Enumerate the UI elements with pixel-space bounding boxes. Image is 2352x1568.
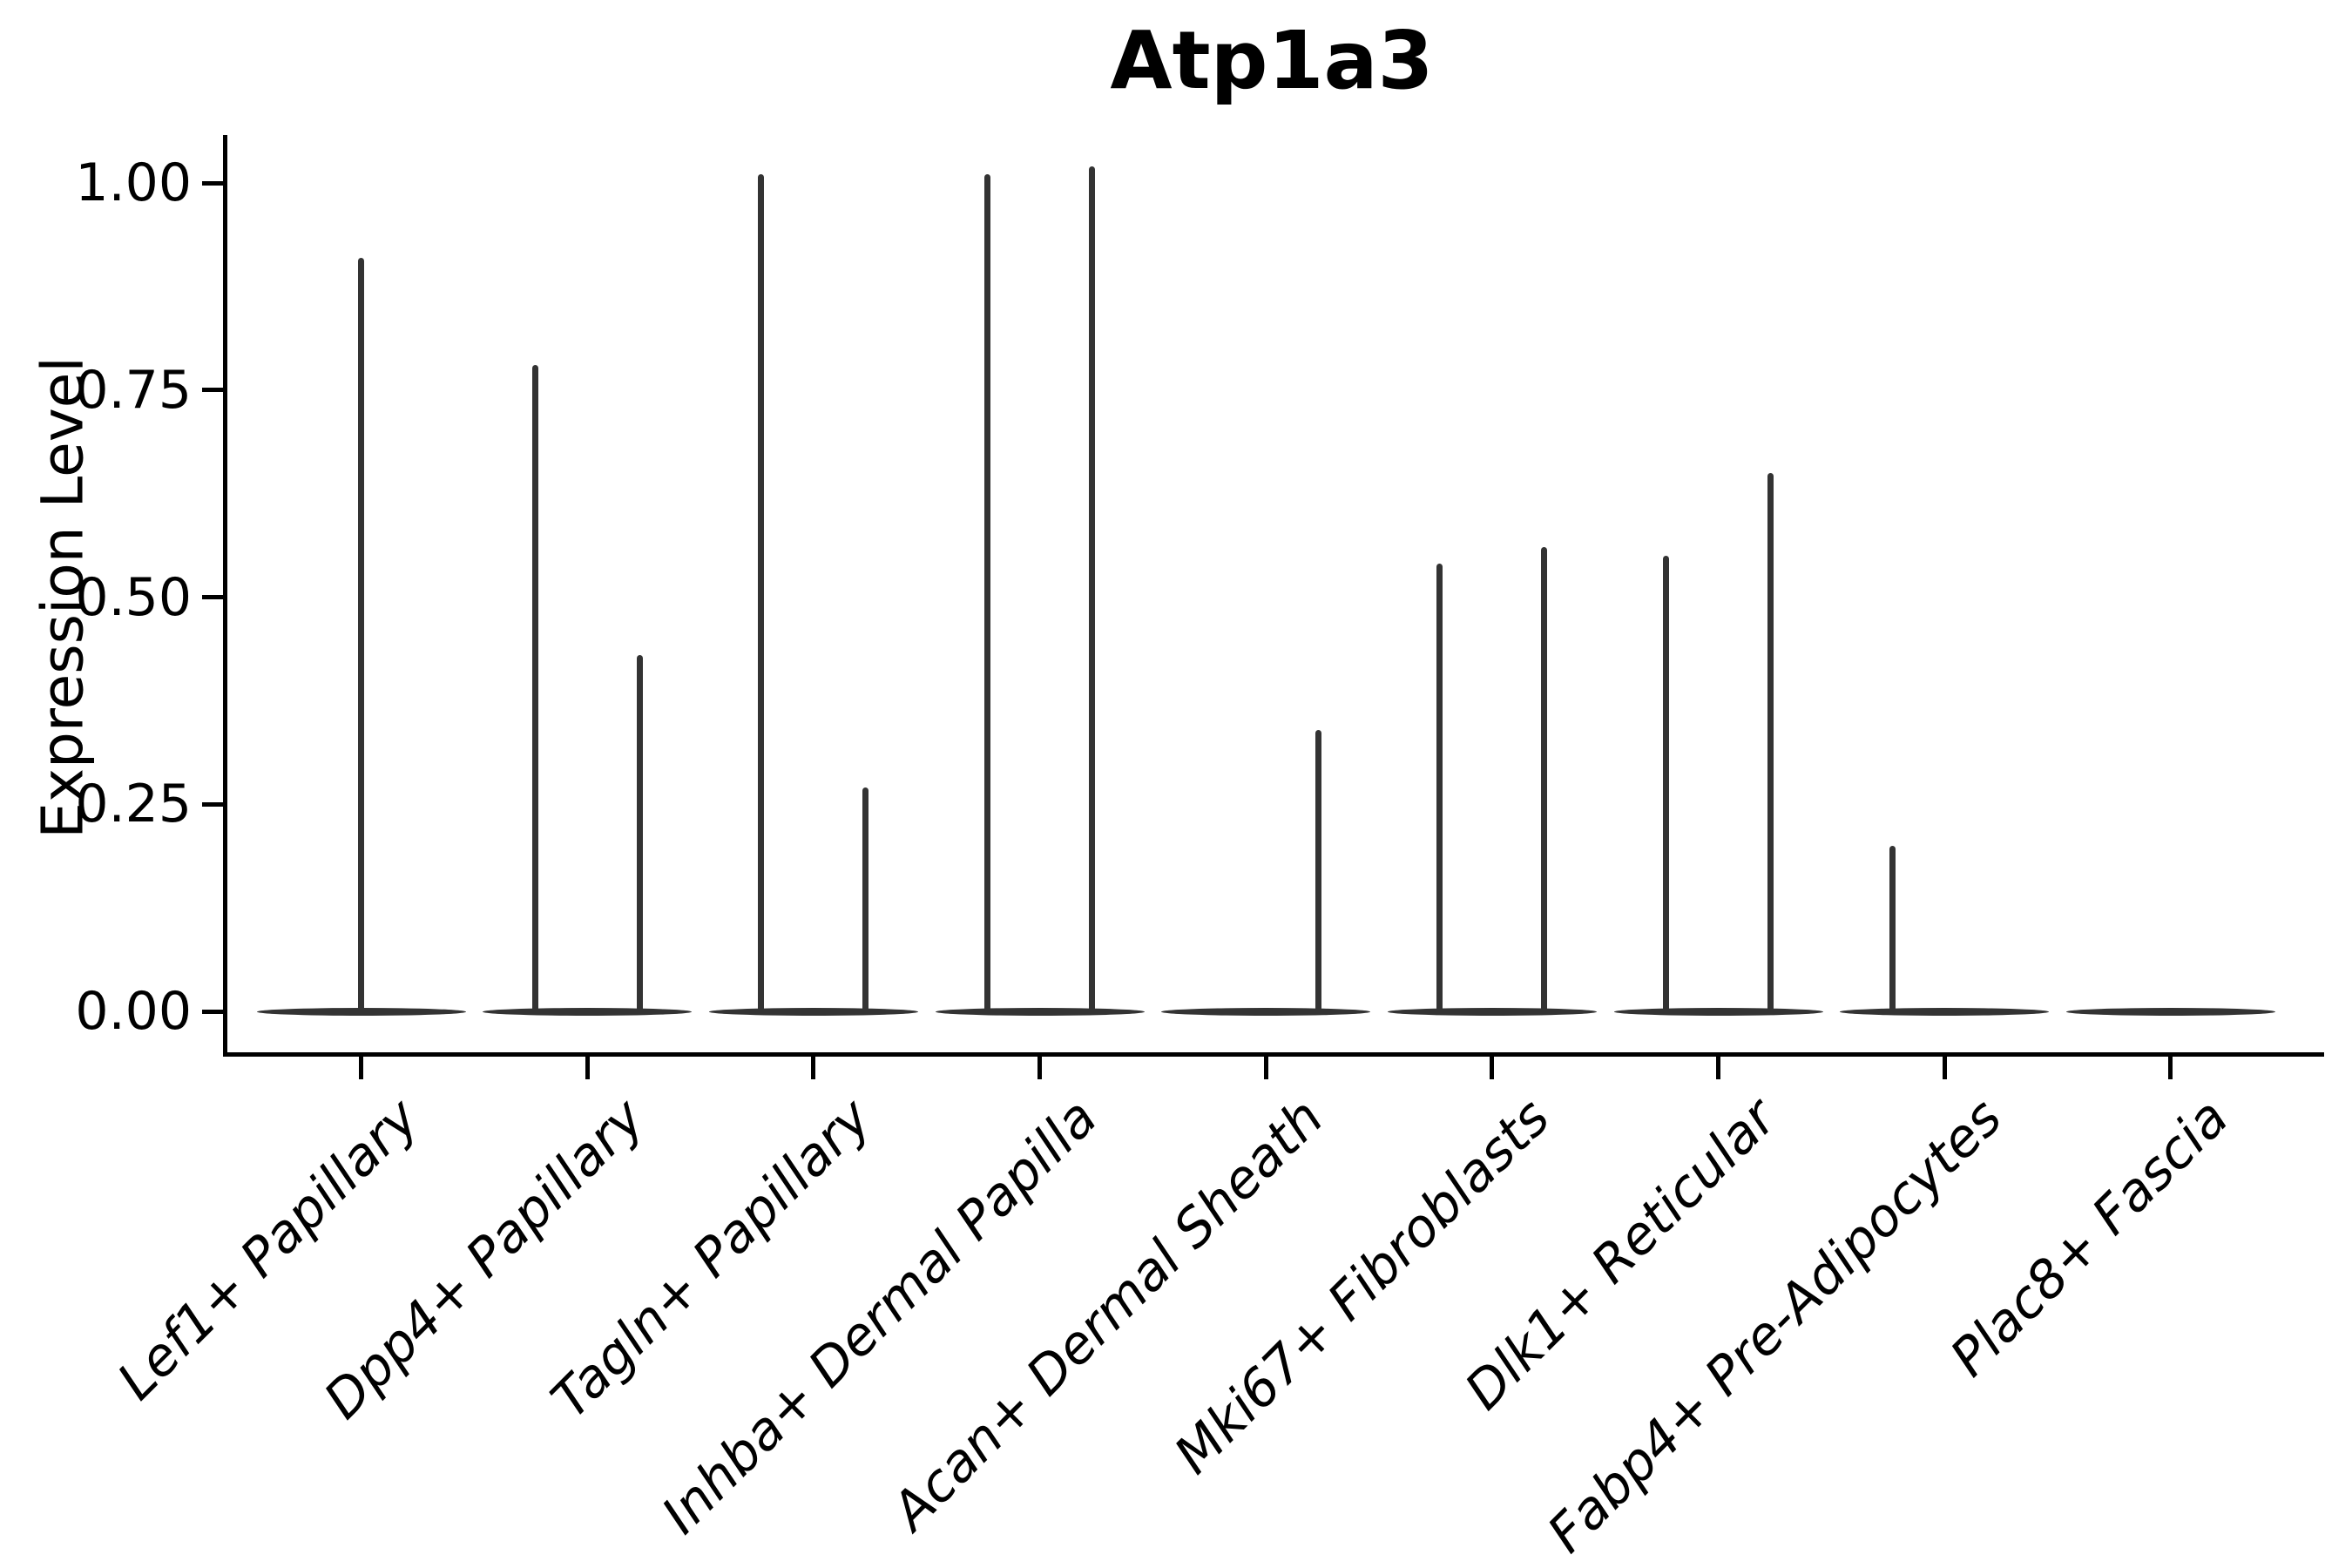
chart-title: Atp1a3	[1110, 14, 1434, 107]
x-tick	[2168, 1057, 2173, 1079]
violin-base	[2065, 1007, 2275, 1016]
x-tick-label: Acan+ Dermal Sheath	[880, 1087, 1335, 1543]
y-tick-label: 0.00	[75, 981, 192, 1042]
x-tick	[1716, 1057, 1721, 1079]
violin-spike	[531, 365, 538, 1013]
violin-base	[935, 1007, 1145, 1016]
violin-base	[1840, 1007, 2050, 1016]
y-tick-label: 0.25	[75, 774, 192, 835]
x-tick-label: Mki67+ Fibroblasts	[1162, 1087, 1562, 1486]
violin-base	[483, 1007, 693, 1016]
violin-base	[1613, 1007, 1823, 1016]
violin-spike	[1315, 729, 1321, 1013]
y-tick	[202, 595, 225, 599]
x-tick	[1490, 1057, 1495, 1079]
y-tick-label: 1.00	[75, 152, 192, 213]
x-tick	[359, 1057, 364, 1079]
violin-spike	[758, 174, 765, 1013]
violin-base	[1161, 1007, 1371, 1016]
violin-spike	[1663, 555, 1670, 1013]
x-tick	[811, 1057, 816, 1079]
x-tick	[1037, 1057, 1043, 1079]
x-tick-label: Inhba+ Dermal Papilla	[650, 1087, 1110, 1546]
x-tick	[585, 1057, 590, 1079]
y-tick	[202, 801, 225, 807]
violin-spike	[1436, 564, 1443, 1013]
violin-spike	[636, 655, 643, 1013]
violin-spike	[1767, 472, 1774, 1013]
violin-spike	[1089, 166, 1096, 1013]
violin-spike	[1541, 547, 1548, 1013]
violin-spike	[984, 174, 991, 1013]
y-axis-spine	[223, 135, 227, 1057]
violin-spike	[358, 257, 365, 1013]
y-tick-label: 0.75	[75, 359, 192, 421]
y-tick	[202, 388, 225, 393]
x-tick-label: Fabp4+ Pre-Adipocytes	[1536, 1087, 2014, 1565]
y-tick	[202, 180, 225, 186]
violin-base	[1387, 1007, 1597, 1016]
y-tick-label: 0.50	[75, 566, 192, 628]
violin-spike	[1889, 845, 1896, 1013]
x-axis-spine	[223, 1052, 2324, 1057]
violin-base	[708, 1007, 918, 1016]
x-tick	[1942, 1057, 1947, 1079]
y-tick	[202, 1009, 225, 1014]
x-tick	[1263, 1057, 1268, 1079]
violin-spike	[862, 787, 869, 1013]
